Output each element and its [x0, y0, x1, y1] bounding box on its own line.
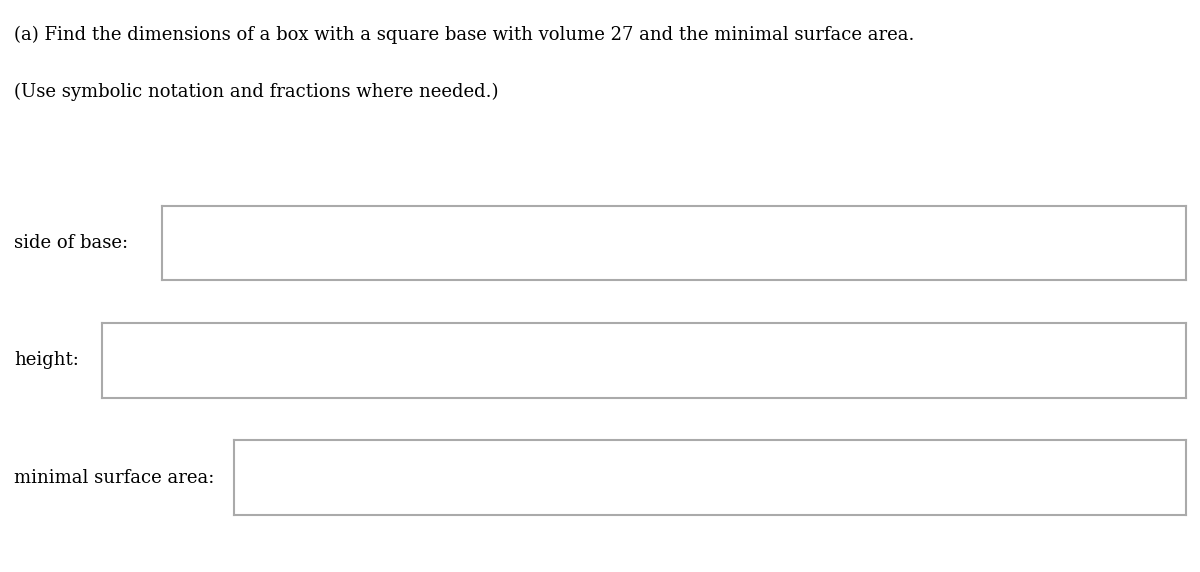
Text: (Use symbolic notation and fractions where needed.): (Use symbolic notation and fractions whe… — [14, 83, 499, 101]
Text: (a) Find the dimensions of a box with a square base with volume 27 and the minim: (a) Find the dimensions of a box with a … — [14, 26, 914, 44]
Text: height:: height: — [14, 351, 79, 370]
Text: minimal surface area:: minimal surface area: — [14, 468, 215, 487]
Text: side of base:: side of base: — [14, 234, 128, 252]
